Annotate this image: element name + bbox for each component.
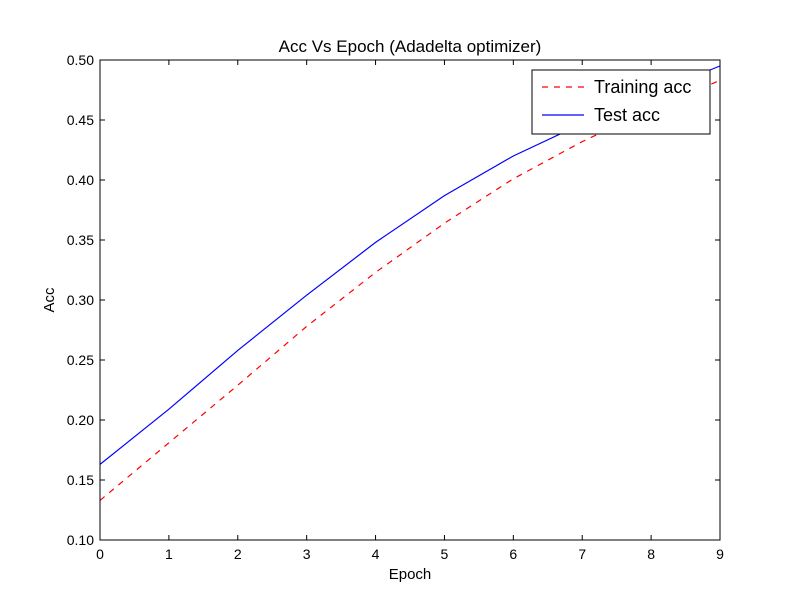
x-axis: 0 1 2 3 4 5 6 7 8 9 <box>96 60 724 562</box>
legend-label-test: Test acc <box>594 105 660 125</box>
x-tick-label: 5 <box>441 546 449 562</box>
y-tick-label: 0.40 <box>67 172 94 188</box>
chart-title: Acc Vs Epoch (Adadelta optimizer) <box>279 37 542 56</box>
y-tick-label: 0.25 <box>67 352 94 368</box>
y-tick-label: 0.50 <box>67 52 94 68</box>
x-tick-label: 0 <box>96 546 104 562</box>
legend-label-training: Training acc <box>594 77 691 97</box>
y-tick-label: 0.30 <box>67 292 94 308</box>
x-tick-label: 7 <box>578 546 586 562</box>
x-tick-label: 3 <box>303 546 311 562</box>
x-axis-label: Epoch <box>389 566 432 583</box>
x-tick-label: 4 <box>372 546 380 562</box>
x-tick-label: 2 <box>234 546 242 562</box>
x-tick-label: 6 <box>509 546 517 562</box>
y-tick-label: 0.10 <box>67 532 94 548</box>
y-axis: 0.10 0.15 0.20 0.25 0.30 0.35 0.40 0.45 0.50 <box>67 52 720 548</box>
legend-box <box>531 69 711 135</box>
y-tick-label: 0.45 <box>67 112 94 128</box>
y-axis-label: Acc <box>41 287 58 313</box>
x-tick-label: 8 <box>647 546 655 562</box>
x-tick-label: 1 <box>165 546 173 562</box>
y-tick-label: 0.35 <box>67 232 94 248</box>
y-tick-label: 0.15 <box>67 472 94 488</box>
y-tick-label: 0.20 <box>67 412 94 428</box>
legend: Training acc Test acc <box>531 69 711 135</box>
x-tick-label: 9 <box>716 546 724 562</box>
